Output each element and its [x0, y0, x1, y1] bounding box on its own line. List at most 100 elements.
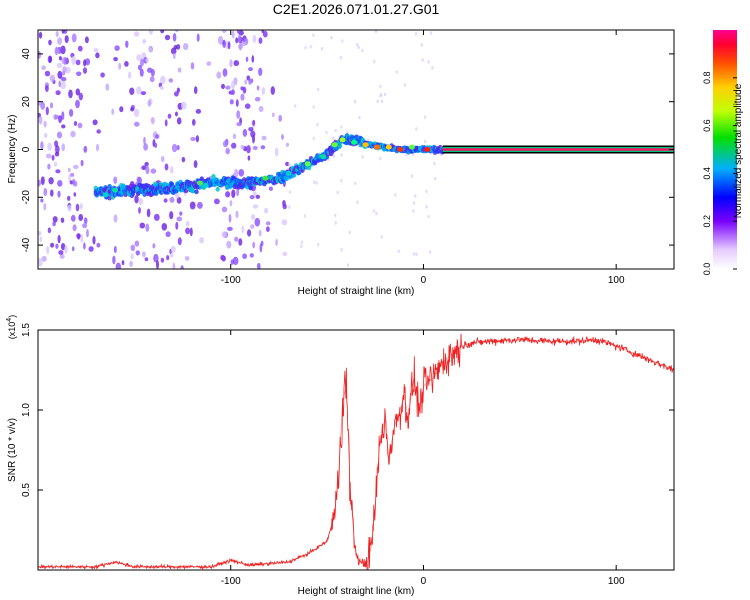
noise-blob	[312, 136, 315, 141]
noise-blob	[62, 66, 67, 73]
x-tick-label: 100	[608, 275, 625, 286]
colorbar-gradient	[713, 30, 737, 269]
noise-blob	[270, 86, 275, 95]
signal-core	[331, 142, 338, 148]
noise-blob	[57, 234, 61, 244]
noise-blob	[175, 111, 178, 117]
noise-blob	[43, 203, 47, 211]
noise-blob	[92, 235, 96, 245]
noise-blob	[258, 105, 264, 113]
noise-blob	[133, 108, 140, 118]
noise-blob	[257, 262, 261, 269]
noise-blob	[61, 77, 67, 82]
noise-blob	[221, 206, 228, 213]
noise-blob	[226, 240, 232, 249]
noise-blob	[199, 237, 205, 244]
noise-blob	[61, 111, 65, 120]
noise-blob	[266, 226, 270, 233]
noise-blob	[57, 70, 63, 79]
noise-blob	[254, 217, 261, 227]
noise-blob	[134, 194, 139, 204]
noise-blob	[282, 204, 287, 210]
noise-blob	[420, 43, 423, 47]
noise-blob	[58, 56, 62, 61]
noise-blob	[177, 67, 182, 73]
colorbar-tick-label: 0.2	[702, 215, 712, 228]
noise-blob	[217, 35, 224, 45]
snr-panel: -100 0 100 0.5 1.0 1.5 Height of straight lin…	[6, 315, 675, 597]
noise-blob	[235, 37, 239, 44]
snr-series-line	[38, 339, 674, 568]
noise-blob	[169, 196, 175, 203]
noise-blob	[181, 101, 187, 110]
noise-blob	[113, 214, 118, 223]
noise-blob	[153, 213, 160, 221]
noise-blob	[141, 165, 147, 170]
noise-blob	[60, 81, 66, 90]
noise-blob	[61, 143, 65, 152]
noise-blob	[222, 140, 228, 148]
noise-blob	[260, 145, 266, 150]
noise-blob	[100, 72, 105, 78]
noise-blob	[254, 96, 261, 102]
noise-blob	[250, 130, 256, 138]
noise-blob	[379, 156, 382, 161]
noise-blob	[169, 211, 174, 220]
noise-blob	[229, 59, 233, 68]
noise-blob	[222, 30, 227, 34]
noise-blob	[83, 242, 86, 250]
noise-blob	[317, 87, 320, 92]
noise-blob	[340, 178, 343, 183]
noise-blob	[249, 195, 255, 200]
x-tick-label: 0	[421, 576, 427, 587]
noise-blob	[195, 135, 199, 143]
noise-blob	[61, 124, 66, 129]
spectrogram-y-axis-label: Frequency (Hz)	[7, 115, 18, 184]
noise-blob	[425, 204, 428, 209]
noise-blob	[47, 163, 51, 170]
noise-blob	[147, 67, 153, 73]
noise-blob	[160, 75, 166, 85]
noise-blob	[43, 132, 48, 139]
noise-blob	[414, 194, 417, 198]
noise-blob	[181, 156, 186, 163]
noise-blob	[361, 48, 364, 53]
noise-blob	[55, 31, 59, 37]
noise-blob	[47, 142, 52, 151]
noise-blob	[240, 93, 245, 101]
noise-blob	[130, 244, 136, 251]
noise-blob	[414, 32, 418, 36]
noise-blob	[193, 160, 198, 169]
noise-blob	[50, 242, 55, 248]
signal-core	[102, 192, 109, 198]
noise-blob	[56, 131, 63, 139]
signal-blob	[248, 184, 253, 190]
noise-blob	[112, 255, 116, 265]
noise-blob	[235, 210, 239, 219]
noise-blob	[238, 238, 243, 246]
noise-blob	[334, 221, 337, 225]
noise-blob	[175, 221, 179, 230]
noise-blob	[427, 60, 430, 64]
noise-blob	[164, 119, 168, 127]
noise-blob	[155, 134, 159, 139]
noise-blob	[197, 201, 203, 209]
noise-blob	[429, 31, 433, 35]
noise-blob	[174, 91, 179, 97]
noise-blob	[64, 245, 68, 254]
noise-blob	[72, 224, 77, 232]
noise-blob	[238, 169, 245, 177]
noise-blob	[185, 227, 191, 235]
noise-blob	[265, 221, 271, 226]
noise-blob	[336, 190, 339, 195]
signal-core	[362, 142, 369, 148]
y-tick-label: 0.5	[21, 483, 32, 497]
noise-blob	[48, 39, 52, 46]
noise-blob	[423, 115, 427, 119]
noise-blob	[395, 70, 398, 74]
signal-blob	[183, 188, 189, 194]
noise-blob	[76, 233, 81, 239]
noise-blob	[234, 236, 239, 242]
noise-blob	[268, 186, 273, 191]
snr-plot-area	[38, 330, 674, 570]
